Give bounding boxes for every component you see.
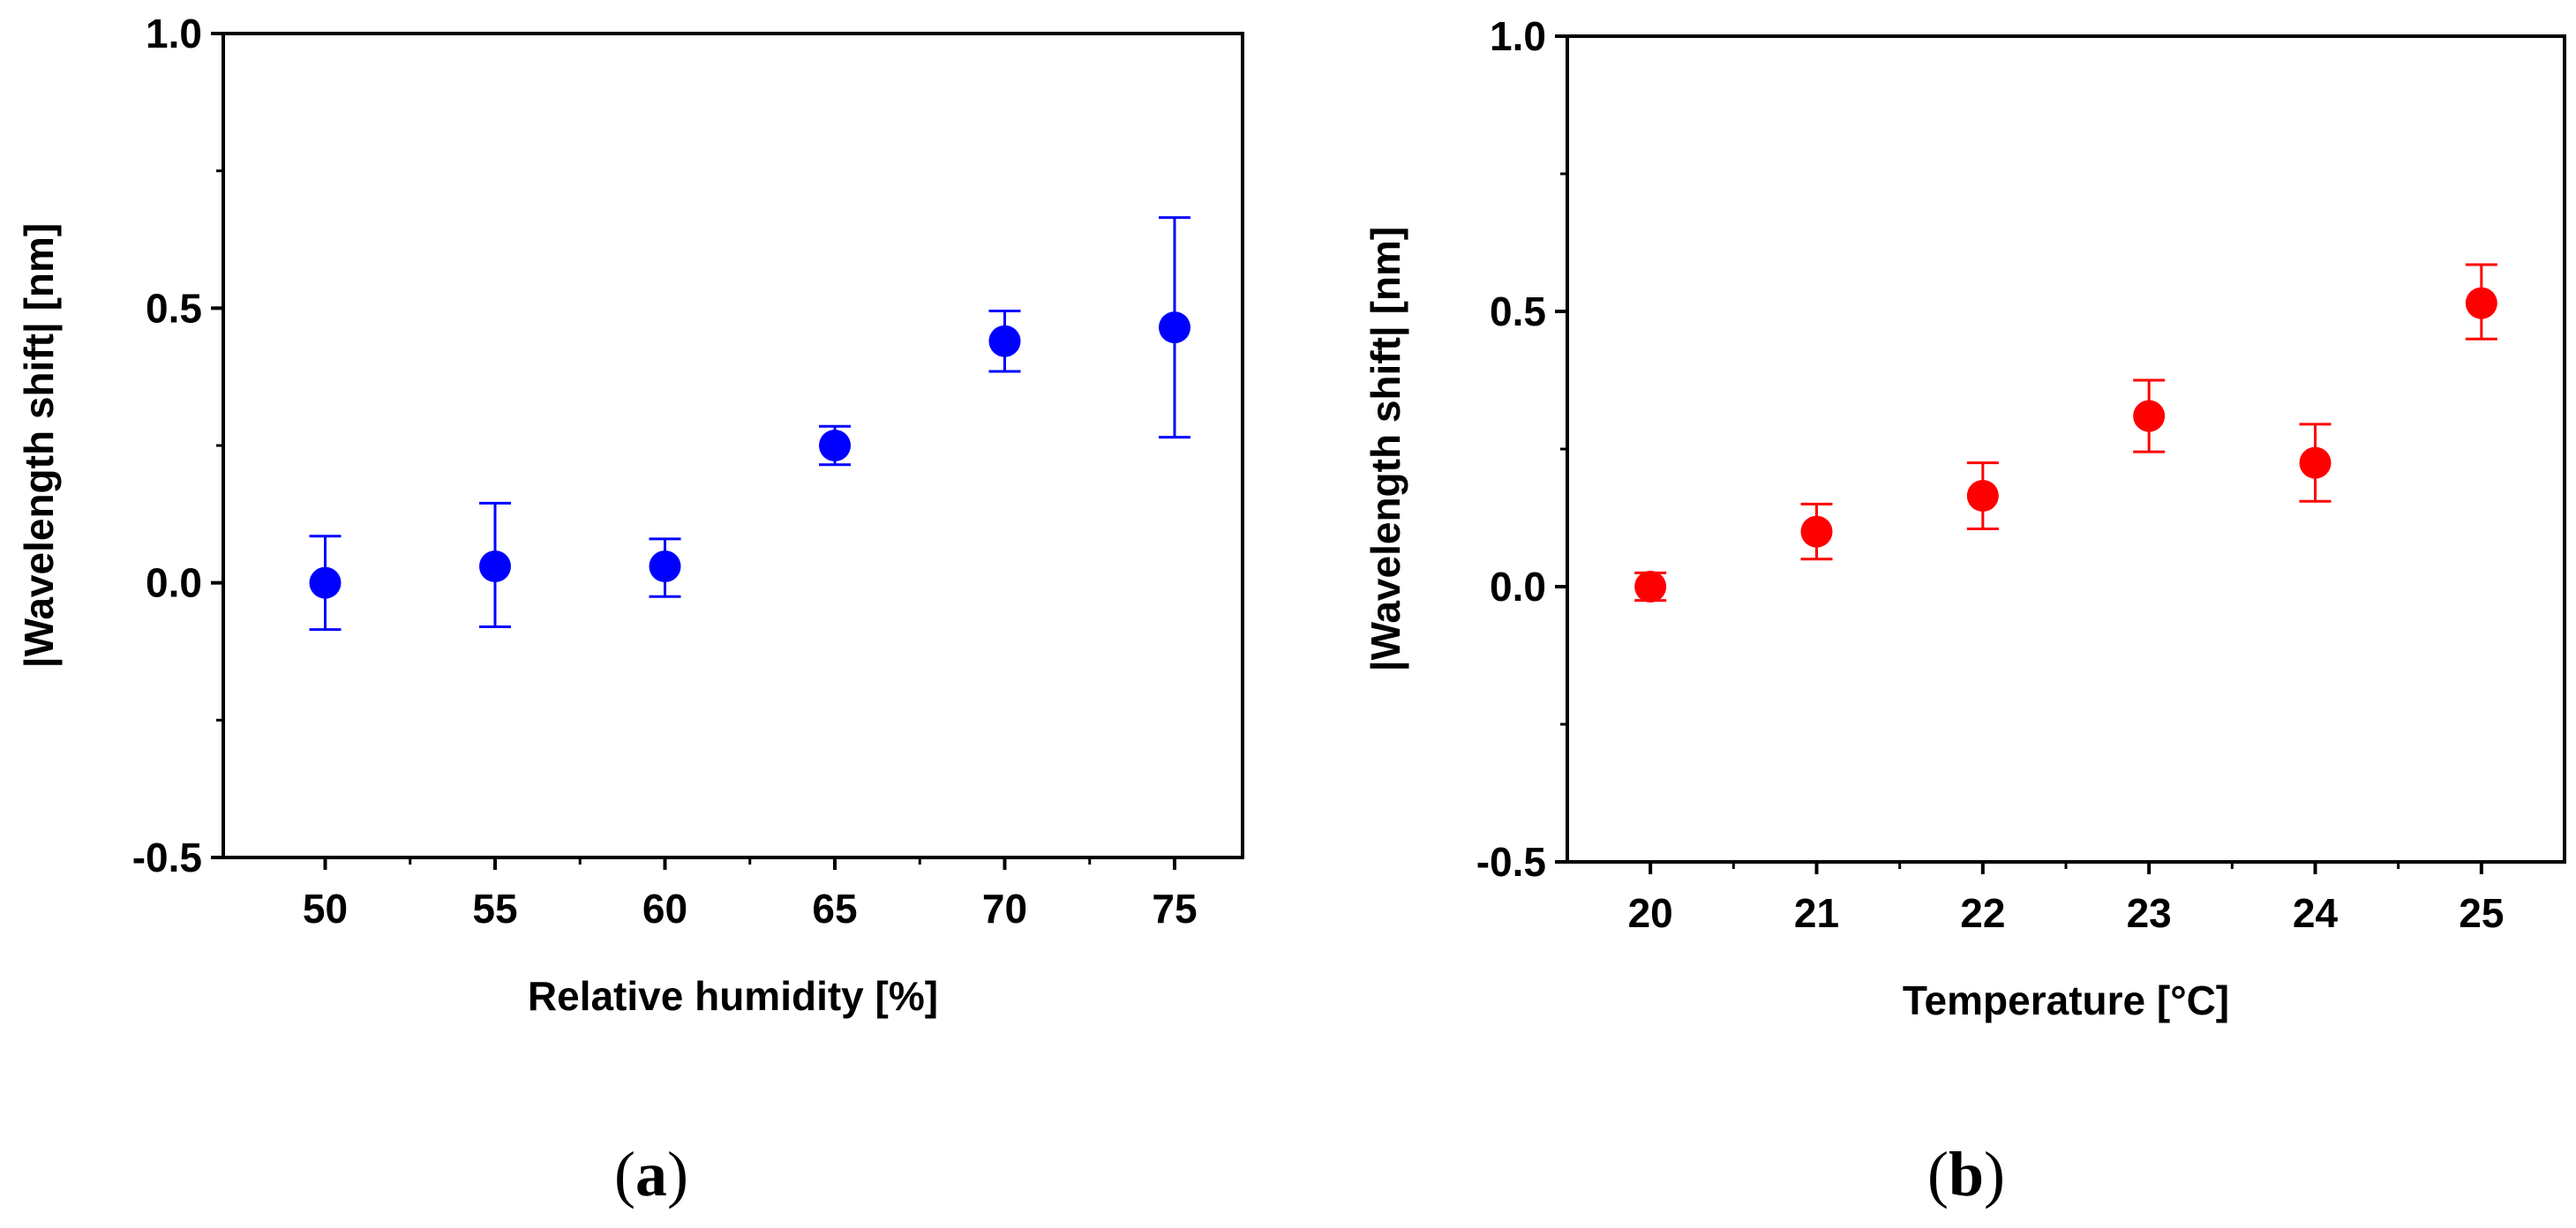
panel-label-open-paren: ( <box>614 1139 635 1209</box>
x-tick-label: 55 <box>472 886 517 932</box>
data-point <box>1800 515 1833 548</box>
data-point <box>309 566 342 599</box>
x-tick-label: 65 <box>812 886 857 932</box>
x-tick-label: 22 <box>1960 890 2005 936</box>
x-tick-label: 70 <box>982 886 1027 932</box>
y-tick-label: -0.5 <box>1476 839 1546 885</box>
data-point <box>2465 287 2497 319</box>
y-tick-label: -0.5 <box>132 835 202 880</box>
y-tick-label: 0.5 <box>146 285 202 331</box>
plot-frame <box>1566 34 2566 864</box>
panel-label: (a) <box>614 1139 688 1209</box>
panel-a-chart: -0.5 0.0 0.5 1.0 50 55 60 65 70 75 Relative humidi… <box>16 11 1244 1209</box>
y-tick-label: 1.0 <box>1490 13 1546 59</box>
x-tick-label: 75 <box>1152 886 1197 932</box>
panel-b-chart: -0.5 0.0 0.5 1.0 20 21 22 23 24 25 Temperature [°C… <box>1363 13 2566 1209</box>
data-point <box>1966 480 1999 513</box>
x-axis-title: Relative humidity [%] <box>528 973 938 1019</box>
data-point <box>2133 400 2166 432</box>
panel-label-close-paren: ) <box>667 1139 688 1209</box>
data-point <box>1634 571 1667 603</box>
data-point <box>479 550 511 582</box>
y-axis-title: |Wavelength shift| [nm] <box>16 223 62 668</box>
x-tick-label: 20 <box>1628 890 1673 936</box>
data-point <box>819 430 851 461</box>
y-tick-label: 0.0 <box>1490 564 1546 610</box>
panel-label-close-paren: ) <box>1984 1139 2005 1209</box>
panel-label-letter: b <box>1949 1139 1984 1209</box>
x-tick-label: 25 <box>2459 890 2504 936</box>
data-point <box>1159 311 1190 344</box>
x-tick-label: 50 <box>303 886 348 932</box>
data-point <box>2299 446 2332 479</box>
x-tick-label: 21 <box>1794 890 1839 936</box>
data-point <box>649 550 681 582</box>
panel-label-open-paren: ( <box>1927 1139 1949 1209</box>
y-tick-label: 1.0 <box>146 11 202 56</box>
y-tick-label: 0.0 <box>146 560 202 606</box>
x-tick-label: 24 <box>2293 890 2339 936</box>
x-axis-title: Temperature [°C] <box>1903 977 2229 1023</box>
plot-frame <box>222 32 1244 859</box>
x-tick-label: 60 <box>642 886 687 932</box>
x-tick-label: 23 <box>2127 890 2172 936</box>
y-tick-label: 0.5 <box>1490 288 1546 334</box>
y-axis-title: |Wavelength shift| [nm] <box>1363 227 1408 671</box>
panel-label-letter: a <box>635 1139 667 1209</box>
panel-label: (b) <box>1927 1139 2005 1209</box>
data-point <box>988 325 1021 357</box>
